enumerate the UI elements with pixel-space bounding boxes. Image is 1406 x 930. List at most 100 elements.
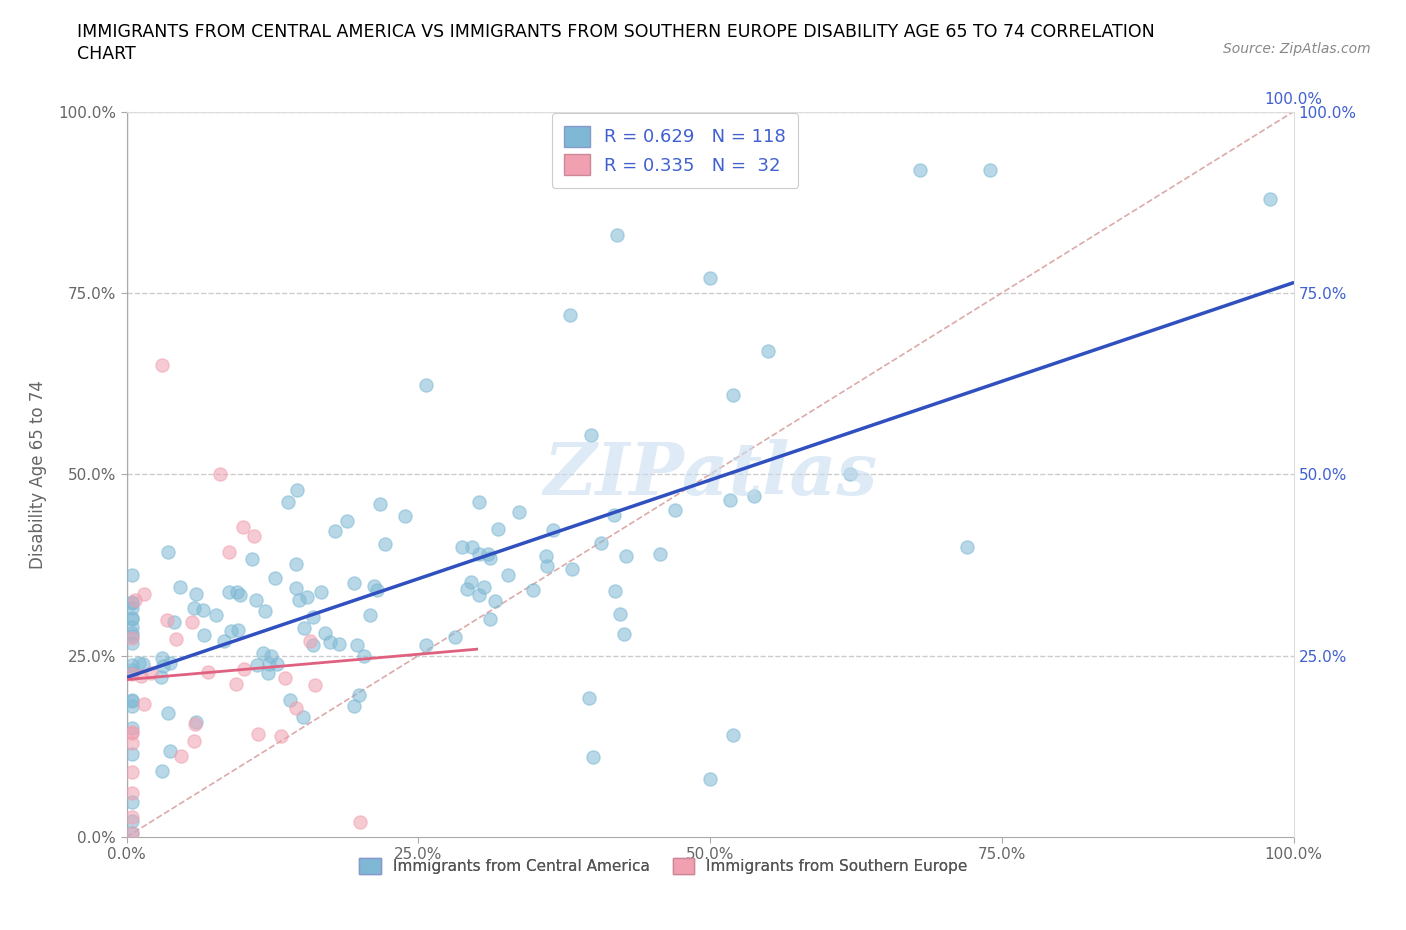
Point [121, 725, 143, 740]
Point [121, 595, 143, 610]
Point [163, 615, 186, 630]
Point [149, 669, 172, 684]
Point [121, 721, 143, 736]
Point [252, 645, 274, 660]
Point [478, 551, 501, 565]
Point [541, 523, 564, 538]
Point [302, 610, 325, 625]
Point [121, 626, 143, 641]
Point [295, 590, 318, 604]
Point [979, 162, 1001, 177]
Point [121, 694, 143, 709]
Point [343, 576, 366, 591]
Point [191, 603, 214, 618]
Point [159, 655, 181, 670]
Point [150, 764, 173, 778]
Point [121, 662, 143, 677]
Point [121, 636, 143, 651]
Point [468, 546, 491, 561]
Point [121, 814, 143, 829]
Point [908, 162, 931, 177]
Point [121, 826, 143, 841]
Point [132, 587, 155, 602]
Point [121, 611, 143, 626]
Point [486, 521, 509, 536]
Point [212, 633, 235, 648]
Point [150, 651, 173, 666]
Point [366, 582, 388, 597]
Point [328, 637, 350, 652]
Point [245, 592, 267, 607]
Point [226, 585, 249, 600]
Point [284, 580, 307, 595]
Point [323, 524, 346, 538]
Point [343, 698, 366, 713]
Point [956, 539, 979, 554]
Point [128, 656, 150, 671]
Point [558, 307, 581, 322]
Point [309, 585, 332, 600]
Point [124, 592, 146, 607]
Point [156, 544, 179, 559]
Point [204, 607, 226, 622]
Point [744, 489, 766, 504]
Point [291, 710, 314, 724]
Point [193, 628, 215, 643]
Point [359, 608, 381, 623]
Point [121, 724, 143, 739]
Point [121, 747, 143, 762]
Point [460, 575, 482, 590]
Point [477, 547, 499, 562]
Point [186, 587, 208, 602]
Point [299, 634, 322, 649]
Point [121, 595, 143, 610]
Point [578, 691, 600, 706]
Text: IMMIGRANTS FROM CENTRAL AMERICA VS IMMIGRANTS FROM SOUTHERN EUROPE DISABILITY AG: IMMIGRANTS FROM CENTRAL AMERICA VS IMMIG… [77, 23, 1156, 41]
Point [260, 649, 283, 664]
Point [349, 815, 371, 830]
Point [121, 629, 143, 644]
Point [228, 588, 250, 603]
Point [240, 551, 263, 566]
Point [150, 358, 173, 373]
Point [468, 495, 491, 510]
Point [197, 665, 219, 680]
Point [277, 494, 299, 509]
Point [456, 581, 478, 596]
Point [614, 549, 637, 564]
Point [232, 662, 254, 677]
Point [394, 509, 416, 524]
Point [121, 693, 143, 708]
Point [159, 743, 181, 758]
Point [285, 482, 308, 497]
Point [349, 688, 371, 703]
Point [484, 594, 506, 609]
Point [218, 584, 240, 599]
Point [839, 467, 862, 482]
Point [121, 764, 143, 779]
Point [156, 706, 179, 721]
Point [284, 556, 307, 571]
Point [650, 546, 672, 561]
Point [139, 666, 162, 681]
Point [186, 714, 208, 729]
Point [285, 700, 308, 715]
Point [756, 343, 779, 358]
Point [609, 606, 631, 621]
Point [254, 604, 277, 618]
Point [129, 669, 152, 684]
Point [257, 666, 280, 681]
Point [169, 579, 191, 594]
Point [183, 734, 205, 749]
Point [314, 626, 336, 641]
Point [699, 271, 721, 286]
Point [208, 467, 231, 482]
Point [121, 698, 143, 713]
Point [579, 427, 602, 442]
Point [374, 537, 396, 551]
Point [478, 612, 501, 627]
Point [603, 508, 626, 523]
Point [121, 736, 143, 751]
Point [613, 627, 636, 642]
Point [243, 528, 266, 543]
